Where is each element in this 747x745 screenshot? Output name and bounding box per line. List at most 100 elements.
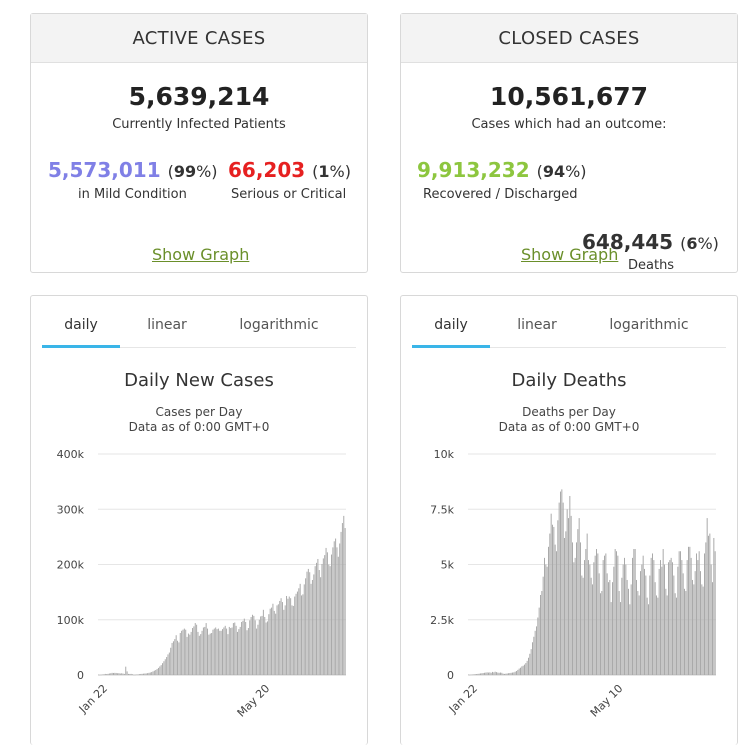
bar	[518, 668, 520, 675]
bar	[556, 551, 557, 675]
bar	[650, 557, 652, 675]
bar	[307, 568, 309, 675]
bar	[689, 546, 691, 675]
bar	[155, 670, 157, 675]
bar	[260, 616, 262, 675]
bar	[231, 627, 233, 675]
bar	[682, 573, 684, 675]
bar	[111, 672, 113, 675]
bar	[480, 673, 481, 675]
bar	[102, 674, 104, 675]
bar	[177, 640, 179, 675]
bar	[209, 633, 211, 675]
bar	[666, 595, 668, 675]
bar	[625, 564, 627, 675]
bar	[565, 531, 567, 675]
bar	[343, 515, 345, 675]
bar	[189, 634, 191, 675]
bar	[542, 576, 544, 675]
deaths-label: Deaths	[628, 258, 675, 273]
bar	[692, 579, 693, 675]
bar	[336, 547, 338, 675]
bar	[642, 555, 644, 675]
bar	[644, 568, 645, 675]
bar	[557, 520, 559, 675]
bar	[216, 629, 218, 675]
bar	[317, 558, 319, 675]
bar	[576, 542, 577, 675]
bar	[226, 628, 228, 675]
bar	[514, 671, 516, 675]
bar	[601, 591, 603, 675]
bar	[674, 593, 676, 675]
bar	[247, 628, 249, 675]
bar	[196, 624, 198, 675]
tab-daily[interactable]: daily	[42, 308, 120, 348]
bar	[279, 600, 281, 675]
bar	[498, 672, 500, 675]
bar	[545, 564, 547, 675]
bar	[476, 674, 477, 675]
bar	[617, 555, 619, 675]
tab-daily[interactable]: daily	[412, 308, 490, 348]
active-show-graph-link[interactable]: Show Graph	[152, 245, 250, 264]
bar	[181, 630, 183, 675]
bar	[604, 555, 605, 675]
bar	[222, 629, 223, 675]
tab-logarithmic[interactable]: logarithmic	[239, 317, 319, 333]
bar	[178, 642, 180, 675]
bar	[301, 595, 303, 675]
bar	[626, 579, 628, 675]
bar	[294, 596, 296, 675]
bar	[207, 628, 209, 675]
bar	[492, 671, 493, 675]
bar	[272, 603, 274, 675]
bar	[489, 672, 491, 675]
bar	[129, 673, 131, 675]
bar	[333, 541, 335, 675]
bar	[510, 672, 512, 675]
bar	[690, 557, 692, 675]
bar	[660, 560, 661, 675]
tab-linear[interactable]: linear	[517, 317, 557, 333]
bar	[220, 630, 222, 675]
bar	[609, 579, 611, 675]
bar	[521, 666, 523, 675]
tab-linear[interactable]: linear	[147, 317, 187, 333]
bar	[544, 557, 545, 675]
bar	[653, 560, 655, 675]
bar	[127, 673, 129, 675]
deaths-value: 648,445 (6%)	[582, 230, 719, 254]
closed-show-graph-link[interactable]: Show Graph	[521, 245, 619, 264]
bar	[126, 671, 128, 675]
bar	[668, 562, 669, 675]
bar	[474, 674, 476, 675]
bar	[596, 549, 597, 675]
bar	[541, 591, 543, 675]
bar	[186, 636, 188, 675]
deaths-chart-panel: daily linear logarithmic Daily Deaths De…	[400, 295, 738, 745]
bar	[473, 674, 475, 675]
bar	[329, 566, 331, 675]
bar	[311, 579, 313, 675]
bar	[656, 595, 657, 675]
bar	[299, 583, 301, 675]
bar	[516, 671, 517, 675]
bar	[708, 535, 709, 675]
tab-logarithmic[interactable]: logarithmic	[609, 317, 689, 333]
bar	[192, 628, 194, 675]
bar	[159, 666, 161, 675]
bar	[328, 564, 330, 675]
bar	[581, 575, 583, 675]
bar	[484, 672, 485, 675]
y-tick-label: 400k	[57, 448, 85, 461]
bar	[554, 544, 556, 675]
bar	[335, 538, 337, 675]
bar	[281, 602, 283, 675]
bar	[140, 673, 142, 675]
bar	[714, 551, 716, 675]
bar	[549, 533, 551, 675]
bar	[148, 672, 150, 675]
bar	[224, 625, 226, 675]
bar	[608, 582, 609, 675]
